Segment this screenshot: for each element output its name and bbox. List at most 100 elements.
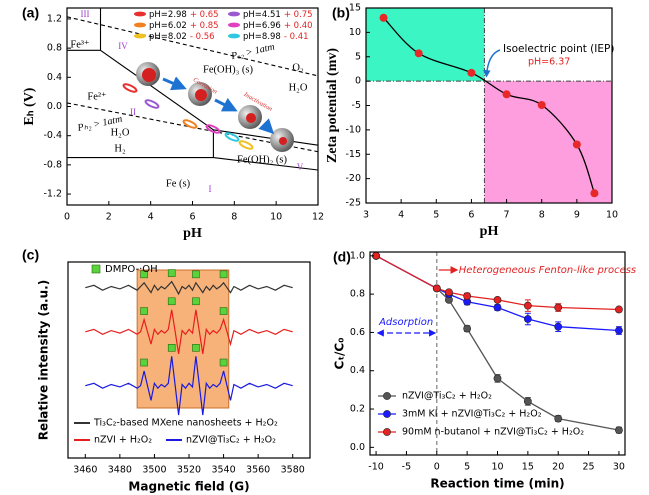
legend-label: 3mM KI + nZVI@Ti₃C₂ + H₂O₂ bbox=[402, 409, 542, 420]
y-tick-label: 0.2 bbox=[350, 404, 365, 415]
y-tick-label: 0 bbox=[355, 76, 361, 87]
legend-shift: + 0.85 bbox=[190, 21, 219, 31]
point bbox=[445, 288, 453, 297]
arrow bbox=[162, 76, 187, 91]
legend-ph: pH=8.02 bbox=[149, 32, 187, 42]
region-label: O₂ bbox=[292, 62, 304, 73]
y-tick-label: 0.4 bbox=[47, 72, 62, 83]
y-tick-label: 1.0 bbox=[350, 250, 365, 261]
dmpo-marker bbox=[219, 358, 228, 367]
x-tick-label: 12 bbox=[312, 212, 324, 223]
legend-label: nZVI@Ti₃C₂ + H₂O₂ bbox=[402, 391, 492, 402]
x-tick-label: 3500 bbox=[142, 465, 166, 476]
region-label: H₂O bbox=[111, 127, 130, 138]
y-tick-label: 0.8 bbox=[47, 43, 62, 54]
y-tick-label: 5 bbox=[355, 51, 361, 62]
panel-label: (a) bbox=[22, 5, 39, 21]
y-tick-label: 0.8 bbox=[350, 289, 365, 300]
legend-swatch bbox=[134, 11, 146, 17]
x-tick-label: 10 bbox=[270, 212, 282, 223]
arrow bbox=[258, 118, 275, 135]
legend-marker bbox=[91, 264, 101, 274]
point bbox=[537, 101, 546, 110]
legend-ph: pH=4.51 bbox=[243, 10, 281, 20]
y-tick-label: -0.4 bbox=[43, 130, 62, 141]
legend-swatch bbox=[134, 33, 146, 39]
adsorption-label: Adsorption bbox=[378, 317, 433, 328]
point bbox=[414, 49, 423, 58]
dmpo-marker bbox=[167, 269, 176, 277]
x-tick-label: 0 bbox=[434, 462, 440, 473]
region-number: IV bbox=[118, 41, 128, 51]
y-tick-label: -15 bbox=[345, 149, 361, 160]
dmpo-marker bbox=[140, 358, 148, 367]
legend-swatch bbox=[134, 22, 146, 28]
y-axis-label: Eₕ (V) bbox=[22, 87, 37, 125]
legend-shift: + 0.65 bbox=[190, 10, 219, 20]
point bbox=[432, 284, 441, 293]
dmpo-marker bbox=[167, 344, 176, 352]
region-number: II bbox=[130, 107, 136, 117]
y-tick-label: 0.6 bbox=[350, 327, 365, 338]
legend-ph: pH=6.96 bbox=[243, 21, 281, 31]
legend-label: pH=6.96 + 0.40 bbox=[243, 21, 313, 31]
x-tick-label: 30 bbox=[613, 462, 625, 473]
y-axis-label: Cₜ/C₀ bbox=[333, 338, 347, 370]
water-line bbox=[66, 16, 319, 77]
region-label: Fe²⁺ bbox=[87, 91, 107, 102]
region-label: Fe(OH)₃ (s) bbox=[203, 64, 254, 75]
x-tick-label: 20 bbox=[552, 462, 564, 473]
legend-label: pH=4.51 + 0.75 bbox=[243, 10, 313, 20]
arrow bbox=[214, 97, 238, 112]
y-tick-label: 0.0 bbox=[350, 442, 365, 453]
highlight-band bbox=[136, 269, 230, 409]
dmpo-marker bbox=[140, 307, 148, 315]
y-tick-label: -0.8 bbox=[43, 159, 62, 170]
legend-label: nZVI + H₂O₂ bbox=[94, 435, 152, 446]
sample-mark bbox=[238, 140, 254, 150]
legend-label: nZVI@Ti₃C₂ + H₂O₂ bbox=[186, 435, 276, 446]
legend-shift: + 0.40 bbox=[284, 21, 313, 31]
y-tick-label: 0.4 bbox=[350, 365, 365, 376]
x-tick-label: 2 bbox=[106, 212, 112, 223]
x-tick-label: 8 bbox=[231, 212, 237, 223]
spectrum bbox=[85, 280, 293, 296]
legend-label: pH=8.02- 0.56 bbox=[149, 32, 215, 42]
point bbox=[502, 90, 511, 99]
point bbox=[523, 397, 532, 406]
particle-core bbox=[142, 68, 156, 82]
sample-mark bbox=[144, 99, 160, 109]
point bbox=[523, 301, 532, 310]
legend-label: Ti₃C₂-based MXene nanosheets + H₂O₂ bbox=[93, 418, 278, 429]
point bbox=[615, 305, 623, 314]
point bbox=[523, 315, 532, 323]
legend-ph: pH=2.98 bbox=[149, 10, 187, 20]
x-tick-label: 3560 bbox=[246, 465, 270, 476]
panel-label: (d) bbox=[333, 249, 351, 265]
dmpo-marker bbox=[219, 307, 228, 315]
point bbox=[467, 68, 476, 77]
y-tick-label: -20 bbox=[345, 173, 361, 184]
y-tick-label: -1.2 bbox=[43, 189, 62, 200]
x-axis-label: pH bbox=[480, 224, 499, 239]
region-label: Fe(OH)₂ (s) bbox=[237, 154, 288, 165]
legend-label: pH=8.98- 0.41 bbox=[243, 32, 309, 42]
sample-mark bbox=[182, 119, 198, 129]
dmpo-marker bbox=[192, 297, 200, 306]
point bbox=[493, 303, 502, 312]
point bbox=[554, 414, 563, 423]
negative-zone bbox=[484, 81, 612, 203]
legend-shift: + 0.75 bbox=[284, 10, 313, 20]
point bbox=[493, 374, 502, 383]
annotation: Pₒ₂ > 1atm bbox=[229, 41, 276, 62]
panel-label: (c) bbox=[22, 247, 39, 263]
particle-core bbox=[279, 137, 287, 145]
x-axis-label: Reaction time (min) bbox=[430, 477, 564, 491]
region-number: V bbox=[297, 162, 304, 172]
y-tick-label: -5 bbox=[352, 100, 361, 111]
spectrum bbox=[85, 356, 293, 416]
point bbox=[615, 426, 623, 435]
x-tick-label: 15 bbox=[522, 462, 534, 473]
legend-label: 90mM n-butanol + nZVI@Ti₃C₂ + H₂O₂ bbox=[402, 427, 584, 438]
